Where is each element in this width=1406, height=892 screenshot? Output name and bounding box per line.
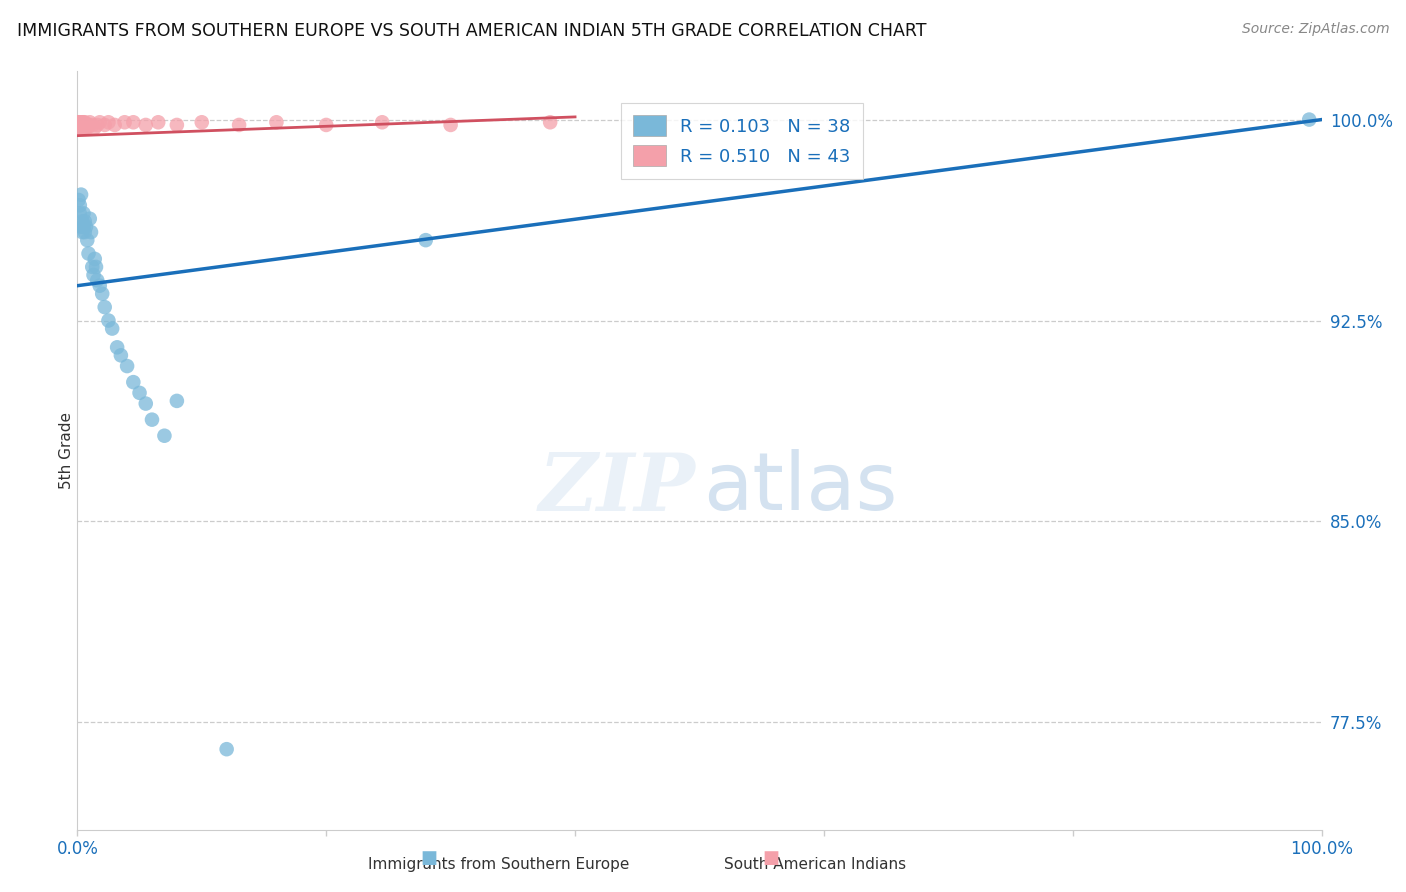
Point [67, 118, 90, 132]
Point [97, 115, 120, 129]
Point [76, 233, 98, 247]
Point [135, 118, 157, 132]
Point [70, 219, 93, 234]
Point [70, 187, 93, 202]
Legend: R = 0.103   N = 38, R = 0.510   N = 43: R = 0.103 N = 38, R = 0.510 N = 43 [620, 103, 863, 178]
Text: atlas: atlas [703, 450, 897, 527]
Text: Source: ZipAtlas.com: Source: ZipAtlas.com [1241, 22, 1389, 37]
Point [69, 206, 91, 220]
Text: ■: ■ [420, 849, 437, 867]
Point [72, 118, 94, 132]
Point [266, 115, 288, 129]
Point [86, 118, 108, 132]
Point [76, 120, 98, 135]
Point [315, 118, 337, 132]
Point [93, 118, 115, 132]
Point [79, 211, 101, 226]
Point [73, 115, 96, 129]
Point [371, 115, 394, 129]
Point [439, 118, 461, 132]
Point [122, 375, 145, 389]
Y-axis label: 5th Grade: 5th Grade [59, 412, 73, 489]
Point [84, 260, 107, 274]
Point [115, 359, 138, 373]
Text: South American Indians: South American Indians [724, 857, 907, 872]
Point [69, 198, 91, 212]
Point [148, 115, 170, 129]
Text: IMMIGRANTS FROM SOUTHERN EUROPE VS SOUTH AMERICAN INDIAN 5TH GRADE CORRELATION C: IMMIGRANTS FROM SOUTHERN EUROPE VS SOUTH… [17, 22, 927, 40]
Point [93, 300, 115, 314]
Point [538, 115, 561, 129]
Point [69, 120, 91, 135]
Point [67, 193, 90, 207]
Text: ■: ■ [762, 849, 779, 867]
Point [110, 348, 132, 362]
Point [114, 115, 136, 129]
Point [83, 120, 105, 135]
Point [72, 120, 94, 135]
Point [83, 268, 105, 282]
Point [75, 118, 97, 132]
Point [91, 286, 114, 301]
Point [72, 214, 94, 228]
Point [67, 120, 90, 135]
Text: Immigrants from Southern Europe: Immigrants from Southern Europe [368, 857, 630, 872]
Point [228, 118, 250, 132]
Point [89, 278, 111, 293]
Point [75, 219, 97, 234]
Point [101, 321, 124, 335]
Point [73, 120, 96, 135]
Point [97, 313, 120, 327]
Point [89, 115, 111, 129]
Point [166, 118, 188, 132]
Point [79, 115, 101, 129]
Point [72, 115, 94, 129]
Point [104, 118, 127, 132]
Point [128, 385, 150, 400]
Point [72, 225, 94, 239]
Point [75, 120, 97, 135]
Point [82, 260, 104, 274]
Point [82, 118, 104, 132]
Point [73, 214, 96, 228]
Point [191, 115, 214, 129]
Point [67, 115, 90, 129]
Point [69, 115, 91, 129]
Point [77, 118, 100, 132]
Point [215, 742, 238, 756]
Point [72, 219, 94, 234]
Point [72, 118, 94, 132]
Point [141, 412, 163, 426]
Point [70, 120, 93, 135]
Point [73, 225, 96, 239]
Point [105, 340, 128, 354]
Point [72, 115, 94, 129]
Point [70, 118, 93, 132]
Point [83, 252, 105, 266]
Text: ZIP: ZIP [538, 450, 696, 527]
Point [70, 115, 93, 129]
Point [69, 118, 91, 132]
Point [415, 233, 437, 247]
Point [77, 246, 100, 260]
Point [72, 120, 94, 135]
Point [1298, 112, 1320, 127]
Point [67, 115, 90, 129]
Point [122, 115, 145, 129]
Point [80, 225, 103, 239]
Point [135, 396, 157, 410]
Point [76, 118, 98, 132]
Point [153, 428, 176, 442]
Point [72, 206, 94, 220]
Point [166, 393, 188, 408]
Point [86, 273, 108, 287]
